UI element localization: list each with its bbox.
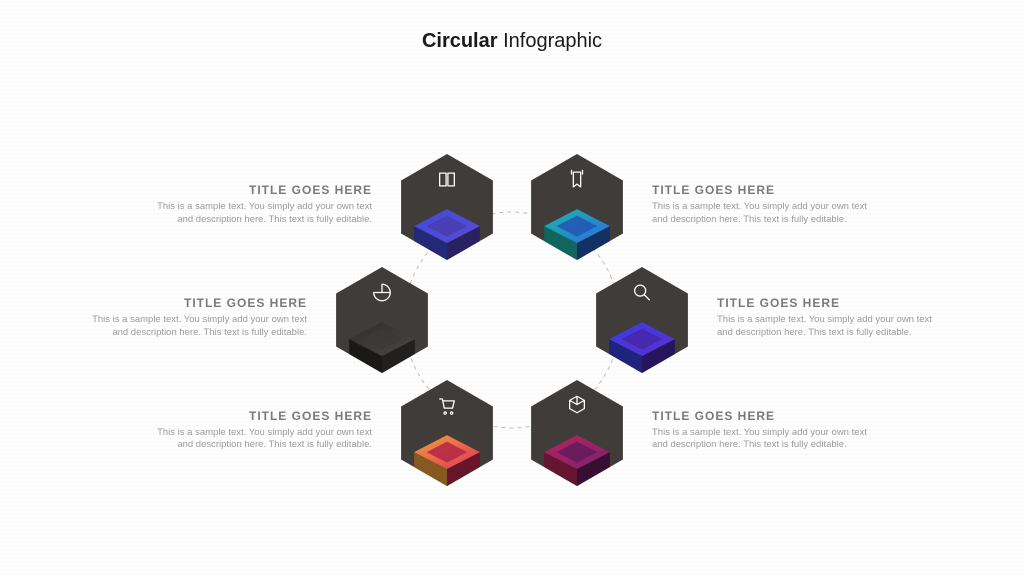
hex-node-2 <box>589 267 695 373</box>
hex-node-0 <box>394 154 500 260</box>
caption-text: This is a sample text. You simply add yo… <box>717 314 947 340</box>
caption-title: TITLE GOES HERE <box>652 409 882 423</box>
caption-3: TITLE GOES HERE This is a sample text. Yo… <box>652 409 882 453</box>
caption-title: TITLE GOES HERE <box>142 409 372 423</box>
bookmark-icon <box>566 168 588 195</box>
caption-text: This is a sample text. You simply add yo… <box>652 201 882 227</box>
caption-text: This is a sample text. You simply add yo… <box>142 201 372 227</box>
caption-5: TITLE GOES HERE This is a sample text. Yo… <box>77 296 307 340</box>
caption-title: TITLE GOES HERE <box>652 183 882 197</box>
caption-1: TITLE GOES HERE This is a sample text. Yo… <box>652 183 882 227</box>
book-icon <box>436 168 458 195</box>
caption-4: TITLE GOES HERE This is a sample text. Yo… <box>142 409 372 453</box>
infographic-stage: TITLE GOES HERE This is a sample text. Yo… <box>0 0 1024 576</box>
caption-text: This is a sample text. You simply add yo… <box>652 427 882 453</box>
hex-node-4 <box>394 380 500 486</box>
cube-icon <box>566 394 588 421</box>
hex-node-3 <box>524 380 630 486</box>
caption-title: TITLE GOES HERE <box>77 296 307 310</box>
caption-2: TITLE GOES HERE This is a sample text. Yo… <box>717 296 947 340</box>
pie-icon <box>371 281 393 308</box>
hex-node-5 <box>329 267 435 373</box>
caption-text: This is a sample text. You simply add yo… <box>142 427 372 453</box>
hex-node-1 <box>524 154 630 260</box>
caption-text: This is a sample text. You simply add yo… <box>77 314 307 340</box>
cart-icon <box>436 394 458 421</box>
caption-0: TITLE GOES HERE This is a sample text. Yo… <box>142 183 372 227</box>
caption-title: TITLE GOES HERE <box>142 183 372 197</box>
search-icon <box>631 281 653 308</box>
caption-title: TITLE GOES HERE <box>717 296 947 310</box>
